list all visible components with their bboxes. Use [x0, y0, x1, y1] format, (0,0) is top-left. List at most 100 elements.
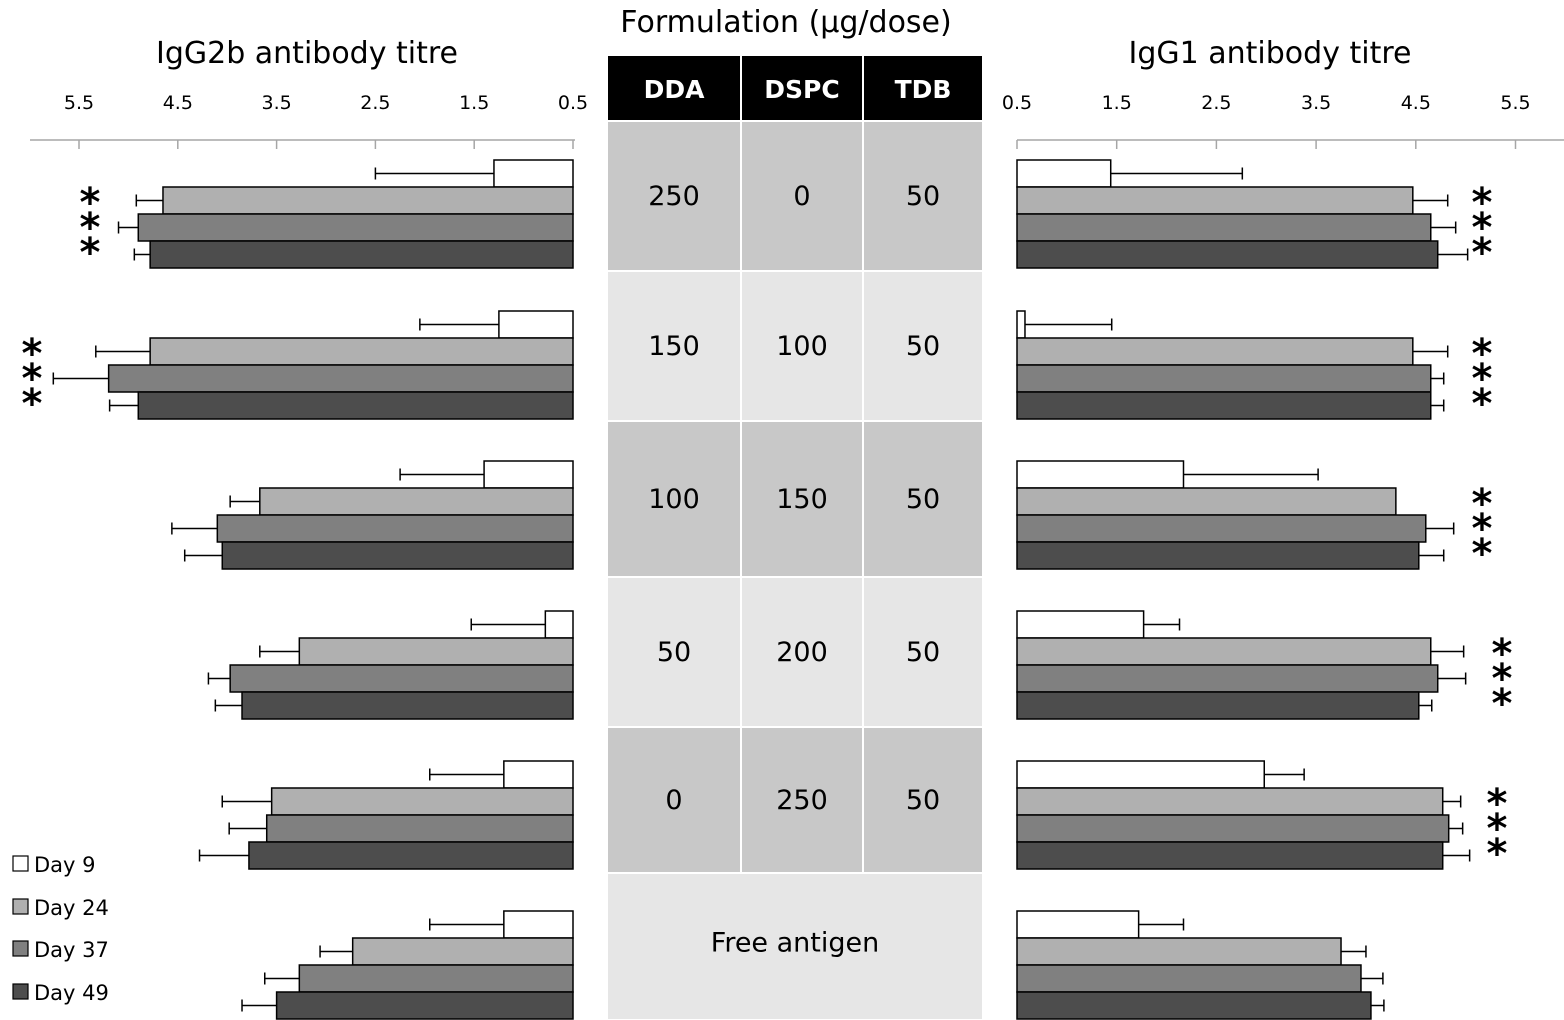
igg1-chart-title: IgG1 antibody titre [1129, 36, 1412, 71]
igg2b-bars: ****** [22, 159, 574, 1020]
table-cell-value: 250 [776, 785, 828, 816]
table-free-antigen-label: Free antigen [711, 928, 880, 959]
igg2b-significance-star: * [80, 205, 101, 251]
igg1-bar [1016, 310, 1026, 339]
igg1-significance-star: * [1472, 205, 1493, 251]
igg1-bar [1016, 186, 1414, 215]
table-cell [862, 726, 984, 874]
table-cell-value: 100 [776, 331, 828, 362]
chart-legend: Day 9 Day 24 Day 37 Day 49 [12, 853, 109, 1005]
table-cell [862, 120, 984, 272]
igg1-significance-star: * [1492, 656, 1513, 702]
formulation-table: DDA DSPC TDB 250 0 50 150 100 50 100 150 50 50 200 50 0… [606, 54, 984, 1020]
igg2b-bar [259, 487, 574, 516]
igg1-significance-star: * [1472, 331, 1493, 377]
igg2b-significance-star: * [22, 331, 43, 377]
igg1-significance-star: * [1487, 806, 1508, 852]
igg2b-bar [149, 240, 574, 269]
formulation-table-title: Formulation (µg/dose) [620, 5, 951, 40]
legend-label: Day 37 [34, 938, 109, 962]
legend-swatch [12, 898, 29, 915]
igg1-bar [1016, 991, 1372, 1020]
igg2b-bar [221, 541, 574, 570]
igg1-tick-label: 5.5 [1500, 92, 1530, 114]
igg2b-significance-star: * [22, 381, 43, 427]
igg1-bars: *************** [1016, 159, 1513, 1020]
igg2b-bar [229, 664, 574, 693]
table-cell-value: 0 [665, 785, 682, 816]
table-header-cell [740, 54, 864, 122]
igg1-bar [1016, 787, 1444, 816]
igg1-bar [1016, 337, 1414, 366]
table-cell-value: 100 [648, 484, 700, 515]
igg1-tick-label: 1.5 [1102, 92, 1132, 114]
legend-swatch [12, 940, 29, 957]
table-cell [740, 420, 864, 578]
igg1-significance-star: * [1487, 831, 1508, 877]
igg1-bar [1016, 541, 1420, 570]
table-header-cell [606, 54, 742, 122]
legend-label: Day 49 [34, 981, 109, 1005]
legend-swatch [12, 855, 29, 872]
igg2b-bar [137, 391, 574, 420]
igg1-tick-label: 0.5 [1002, 92, 1032, 114]
igg2b-significance-star: * [22, 356, 43, 402]
igg1-bar [1016, 637, 1432, 666]
igg2b-tick-label: 2.5 [360, 92, 390, 114]
igg1-bar [1016, 691, 1420, 720]
igg2b-tick-label: 4.5 [163, 92, 193, 114]
igg2b-tick-label: 0.5 [558, 92, 588, 114]
igg2b-x-axis: 0.5 1.5 2.5 3.5 4.5 5.5 [30, 92, 588, 149]
igg1-bar [1016, 364, 1432, 393]
igg2b-bar [241, 691, 574, 720]
igg1-bar [1016, 213, 1432, 242]
igg2b-bar [275, 991, 574, 1020]
table-cell-value: 50 [906, 181, 940, 212]
table-cell [740, 120, 864, 272]
igg2b-significance-star: * [80, 180, 101, 226]
igg2b-tick-label: 5.5 [64, 92, 94, 114]
igg2b-bar [298, 637, 574, 666]
legend-swatch [12, 983, 29, 1000]
table-cell [606, 726, 742, 874]
igg2b-bar [498, 310, 574, 339]
igg2b-bar [107, 364, 574, 393]
table-cell-value: 50 [906, 785, 940, 816]
igg1-bar [1016, 391, 1432, 420]
igg1-significance-star: * [1487, 781, 1508, 827]
igg1-bar [1016, 159, 1112, 188]
legend-label: Day 24 [34, 896, 109, 920]
table-cell-value: 50 [906, 637, 940, 668]
table-cell-value: 250 [648, 181, 700, 212]
igg1-bar [1016, 610, 1145, 639]
table-header-label: DSPC [764, 75, 839, 104]
table-header-label: DDA [644, 75, 706, 104]
igg1-significance-star: * [1492, 681, 1513, 727]
igg1-tick-label: 4.5 [1401, 92, 1431, 114]
igg2b-bar [270, 787, 574, 816]
igg1-bar [1016, 964, 1362, 993]
igg1-tick-label: 2.5 [1201, 92, 1231, 114]
igg2b-bar [248, 841, 574, 870]
table-cell [862, 270, 984, 422]
igg2b-bar [137, 213, 574, 242]
table-cell [862, 420, 984, 578]
igg1-bar [1016, 460, 1185, 489]
igg2b-bar [265, 814, 574, 843]
igg1-x-axis: 0.5 1.5 2.5 3.5 4.5 5.5 [1002, 92, 1564, 149]
igg2b-bar [149, 337, 574, 366]
igg1-significance-star: * [1472, 481, 1493, 527]
igg2b-tick-label: 1.5 [459, 92, 489, 114]
igg2b-bar [544, 610, 574, 639]
igg1-bar [1016, 841, 1444, 870]
igg1-significance-star: * [1472, 506, 1493, 552]
legend-label: Day 9 [34, 853, 96, 877]
igg1-bar [1016, 910, 1140, 939]
igg1-bar [1016, 240, 1439, 269]
igg1-bar [1016, 487, 1397, 516]
igg1-significance-star: * [1472, 180, 1493, 226]
igg1-bar [1016, 760, 1266, 789]
table-cell-value: 0 [793, 181, 810, 212]
table-header-label: TDB [895, 75, 952, 104]
